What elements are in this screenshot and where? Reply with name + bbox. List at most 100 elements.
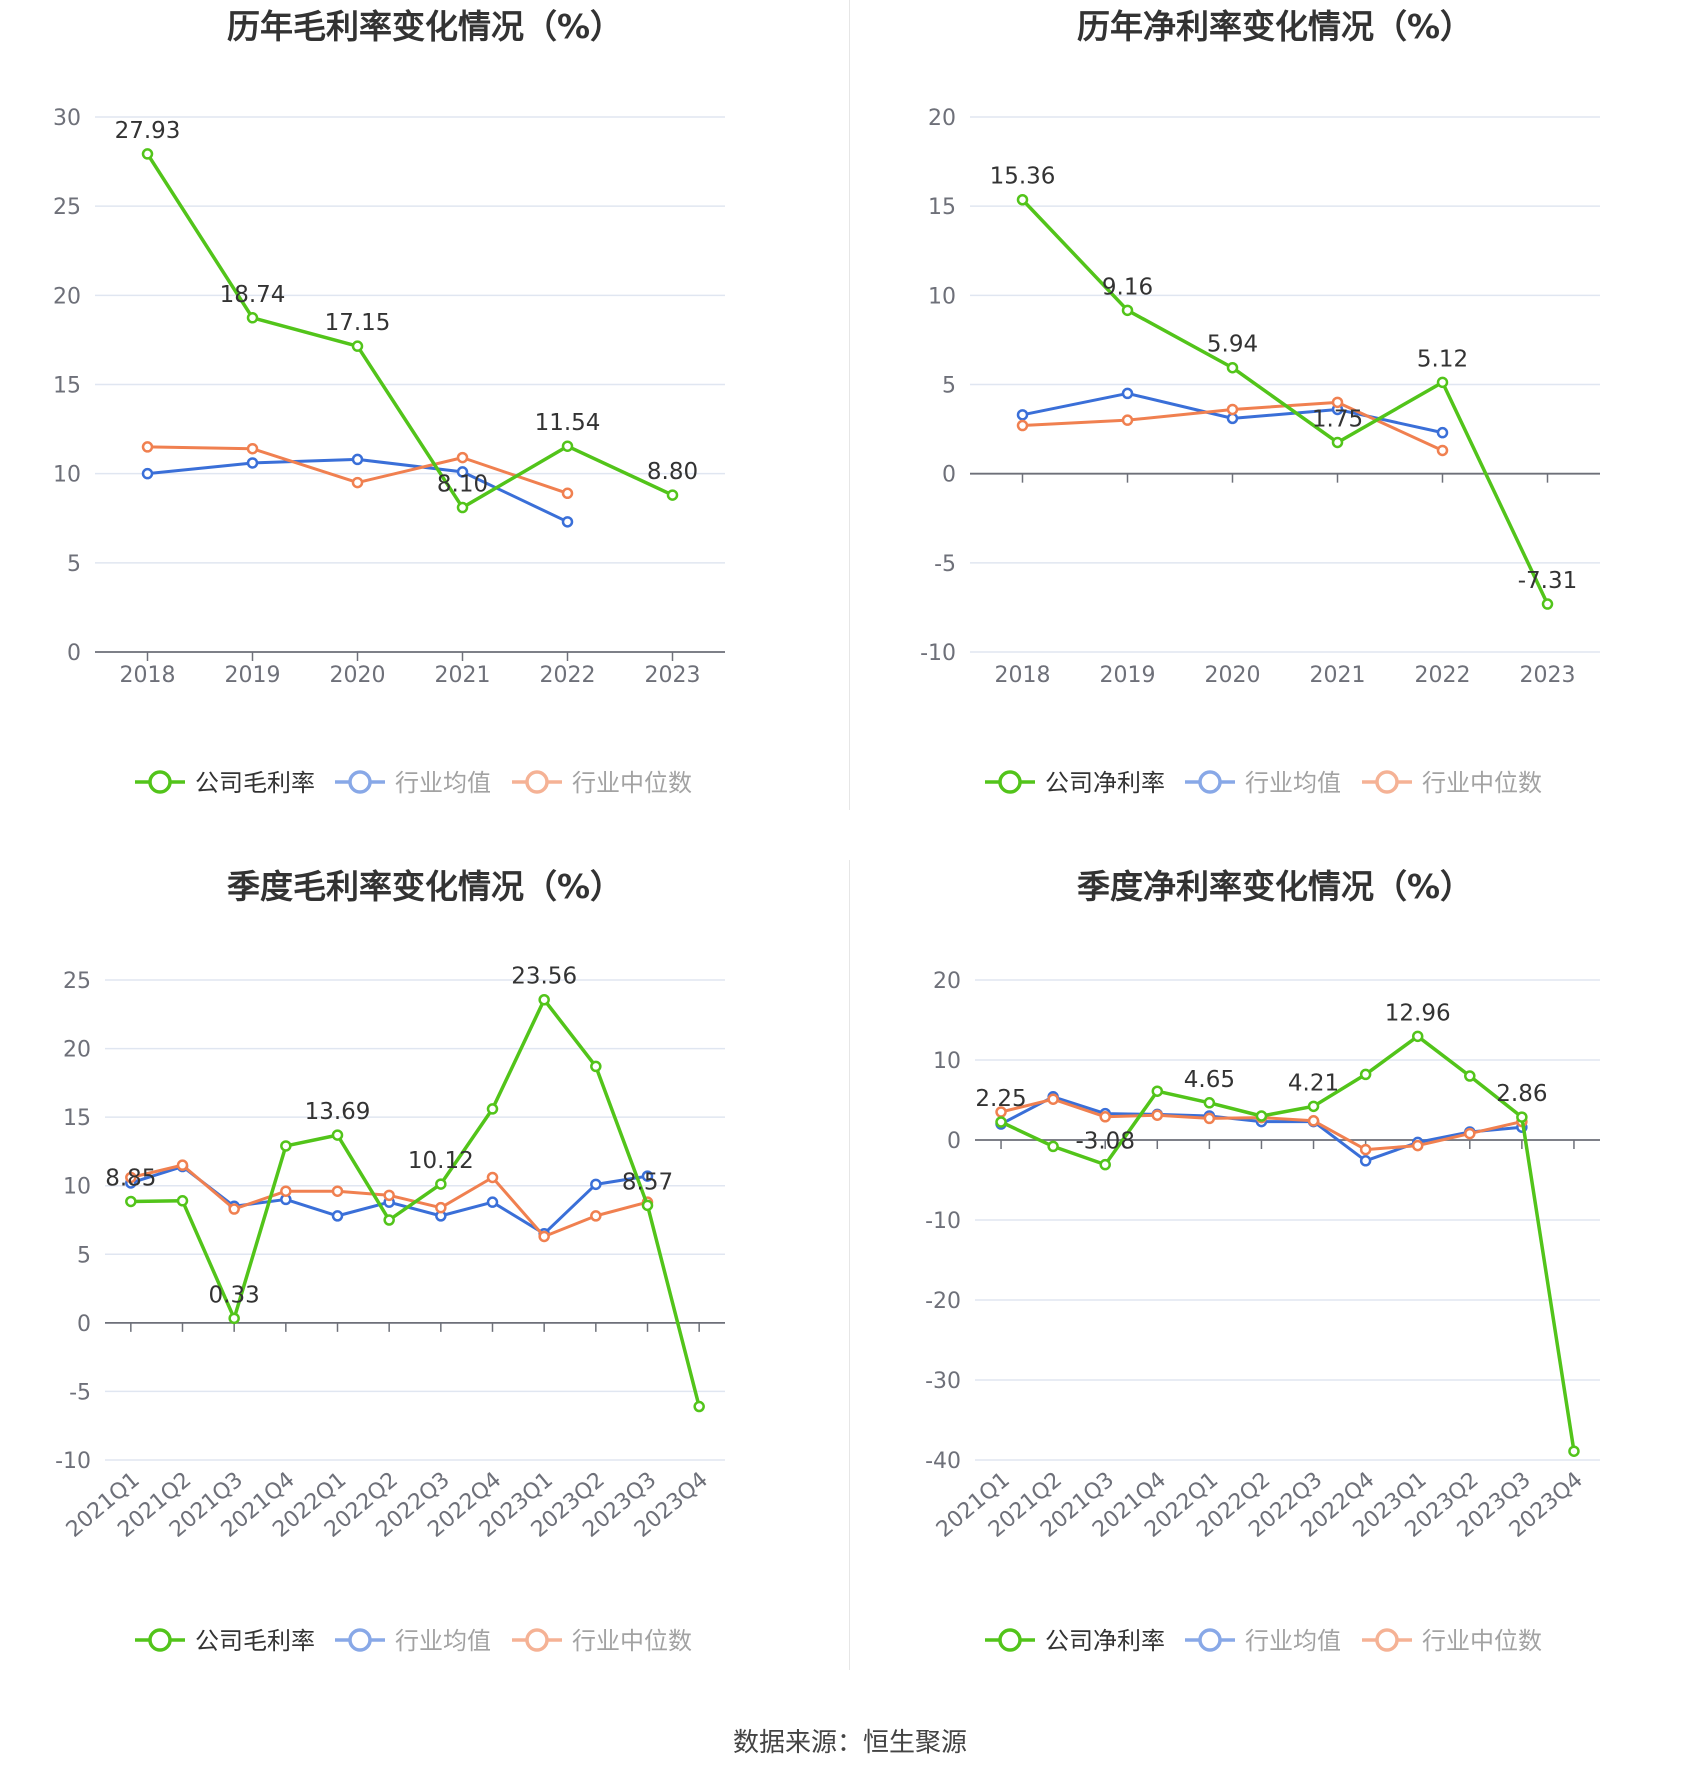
legend-item-industry-median[interactable]: 行业中位数 xyxy=(512,769,692,797)
data-point[interactable] xyxy=(1516,1111,1528,1123)
data-point[interactable] xyxy=(538,993,550,1006)
data-point[interactable] xyxy=(693,1400,705,1413)
data-point[interactable] xyxy=(228,1312,240,1325)
legend-marker-icon xyxy=(1198,1628,1222,1652)
data-point[interactable] xyxy=(1203,1097,1216,1109)
data-point[interactable] xyxy=(1331,436,1344,449)
data-point[interactable] xyxy=(1099,1111,1111,1123)
y-tick-label: 5 xyxy=(77,1243,91,1268)
data-point[interactable] xyxy=(228,1203,240,1215)
data-point[interactable] xyxy=(1226,361,1239,374)
data-point[interactable] xyxy=(125,1195,137,1208)
data-point[interactable] xyxy=(1307,1115,1320,1127)
legend-item-industry-median[interactable]: 行业中位数 xyxy=(512,1627,692,1655)
legend-marker-icon xyxy=(148,770,172,794)
data-point[interactable] xyxy=(351,476,364,489)
data-point[interactable] xyxy=(561,487,574,500)
data-point[interactable] xyxy=(1359,1143,1372,1156)
data-point[interactable] xyxy=(1331,396,1344,409)
data-point[interactable] xyxy=(1016,419,1029,432)
data-point[interactable] xyxy=(1016,409,1029,421)
data-point[interactable] xyxy=(1541,598,1554,610)
data-point[interactable] xyxy=(1203,1112,1216,1125)
data-point[interactable] xyxy=(538,1230,550,1243)
data-point[interactable] xyxy=(351,453,364,466)
data-point[interactable] xyxy=(590,1178,602,1191)
data-point[interactable] xyxy=(641,1170,654,1182)
data-point[interactable] xyxy=(246,457,259,469)
data-label: 5.12 xyxy=(1417,346,1468,372)
data-point[interactable] xyxy=(1464,1070,1476,1082)
data-point[interactable] xyxy=(1464,1127,1476,1140)
data-point[interactable] xyxy=(641,1199,654,1212)
data-point[interactable] xyxy=(1121,387,1134,400)
data-point[interactable] xyxy=(456,466,469,478)
data-point[interactable] xyxy=(666,489,679,501)
data-point[interactable] xyxy=(1226,403,1239,416)
data-point[interactable] xyxy=(486,1171,499,1184)
data-point[interactable] xyxy=(1307,1100,1320,1113)
data-point[interactable] xyxy=(141,441,154,453)
data-point[interactable] xyxy=(1151,1109,1164,1121)
legend-item-industry-average[interactable]: 行业均值 xyxy=(335,769,491,797)
data-point[interactable] xyxy=(1151,1085,1164,1097)
data-point[interactable] xyxy=(995,1116,1007,1128)
chart-title: 季度毛利率变化情况（%） xyxy=(227,867,623,906)
data-point[interactable] xyxy=(280,1185,292,1197)
data-point[interactable] xyxy=(456,501,469,514)
data-point[interactable] xyxy=(456,451,469,464)
data-point[interactable] xyxy=(1047,1093,1059,1105)
legend-item-industry-median[interactable]: 行业中位数 xyxy=(1362,1627,1542,1655)
legend-item-company[interactable]: 公司净利率 xyxy=(985,1627,1165,1655)
y-tick-label: 20 xyxy=(928,106,956,131)
data-point[interactable] xyxy=(383,1214,395,1226)
data-point[interactable] xyxy=(1016,193,1029,206)
data-point[interactable] xyxy=(246,312,259,324)
data-point[interactable] xyxy=(280,1140,292,1152)
data-point[interactable] xyxy=(1359,1155,1372,1167)
data-point[interactable] xyxy=(1411,1030,1424,1043)
data-point[interactable] xyxy=(435,1178,447,1190)
data-point[interactable] xyxy=(1121,304,1134,317)
data-point[interactable] xyxy=(435,1201,447,1214)
data-point[interactable] xyxy=(246,442,259,455)
y-tick-label: 15 xyxy=(63,1106,91,1131)
legend-item-industry-average[interactable]: 行业均值 xyxy=(1185,1627,1341,1655)
data-point[interactable] xyxy=(1568,1445,1580,1457)
data-point[interactable] xyxy=(1099,1158,1111,1171)
data-point[interactable] xyxy=(141,148,154,160)
data-point[interactable] xyxy=(176,1159,189,1171)
data-point[interactable] xyxy=(590,1210,602,1222)
data-point[interactable] xyxy=(176,1195,189,1207)
legend-item-company[interactable]: 公司净利率 xyxy=(985,769,1165,797)
legend-label: 行业均值 xyxy=(1245,769,1341,797)
data-point[interactable] xyxy=(1436,376,1449,389)
data-point[interactable] xyxy=(1047,1140,1059,1153)
data-point[interactable] xyxy=(331,1185,344,1197)
data-point[interactable] xyxy=(383,1189,395,1202)
data-point[interactable] xyxy=(141,467,154,480)
data-point[interactable] xyxy=(1436,426,1449,439)
data-point[interactable] xyxy=(561,516,574,528)
legend-item-company[interactable]: 公司毛利率 xyxy=(135,1627,315,1655)
data-point[interactable] xyxy=(351,340,364,352)
legend-item-industry-average[interactable]: 行业均值 xyxy=(335,1627,491,1655)
data-point[interactable] xyxy=(486,1196,499,1208)
legend-item-industry-average[interactable]: 行业均值 xyxy=(1185,769,1341,797)
y-tick-label: -10 xyxy=(920,641,956,666)
data-point[interactable] xyxy=(590,1060,602,1073)
data-point[interactable] xyxy=(486,1103,499,1115)
data-point[interactable] xyxy=(1436,444,1449,457)
legend-item-company[interactable]: 公司毛利率 xyxy=(135,769,315,797)
data-point[interactable] xyxy=(331,1129,344,1141)
legend-label: 公司净利率 xyxy=(1045,769,1165,797)
data-point[interactable] xyxy=(1255,1110,1268,1122)
data-point[interactable] xyxy=(331,1210,344,1222)
legend-item-industry-median[interactable]: 行业中位数 xyxy=(1362,769,1542,797)
data-point[interactable] xyxy=(1359,1068,1372,1081)
data-point[interactable] xyxy=(1411,1139,1424,1152)
data-point[interactable] xyxy=(1226,412,1239,425)
data-point[interactable] xyxy=(561,440,574,452)
data-point[interactable] xyxy=(125,1171,137,1184)
data-point[interactable] xyxy=(1121,414,1134,426)
